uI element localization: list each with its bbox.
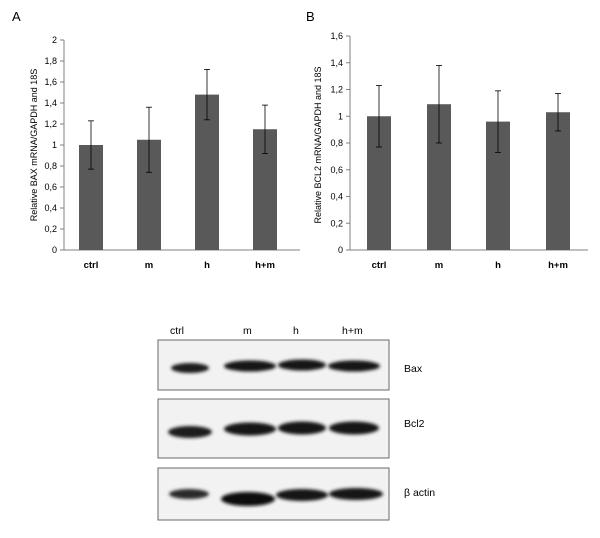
chart-b-y-label: Relative BCL2 mRNA/GAPDH and 18S — [313, 66, 323, 223]
chart-a-categories: ctrl m h h+m — [84, 260, 275, 271]
chart-b-bars — [367, 65, 570, 251]
wb-band — [276, 489, 328, 501]
chart-b: Relative BCL2 mRNA/GAPDH and 18S 0 0,2 0,4… — [313, 31, 588, 271]
chart-a: Relative BAX mRNA/GAPDH and 18S 00,20,40… — [29, 35, 300, 271]
wb-band — [224, 360, 276, 372]
x-category-label: m — [145, 260, 153, 271]
x-category-label: m — [435, 260, 443, 271]
x-category-label: h+m — [548, 260, 568, 271]
chart-a-ticks: 0 0,2 0,4 0,6 0,8 1 1,2 1,4 1,6 1,8 2 — [44, 35, 64, 255]
y-tick-label: 0 — [52, 245, 57, 255]
y-tick-label: 1 — [52, 140, 57, 150]
wb-bax-bands — [171, 359, 380, 373]
wb-actin-bands — [169, 488, 383, 506]
wb-band — [169, 489, 209, 499]
y-tick-label: 1,4 — [330, 58, 343, 68]
y-tick-label: 1,4 — [44, 98, 57, 108]
western-blot: ctrl m h h+m Bax Bcl2 β actin — [157, 325, 435, 521]
y-tick-label: 1 — [338, 111, 343, 121]
wb-lane-label: h — [293, 325, 299, 337]
chart-b-categories: ctrl m h h+m — [372, 260, 568, 271]
y-tick-label: 1,2 — [44, 119, 57, 129]
wb-band — [224, 422, 276, 436]
wb-lane-label: m — [243, 325, 252, 337]
x-category-label: h+m — [255, 260, 275, 271]
y-tick-label: 2 — [52, 35, 57, 45]
wb-band — [278, 359, 326, 371]
y-tick-label: 0,6 — [44, 182, 57, 192]
panel-letter-b: B — [306, 9, 315, 24]
wb-band — [168, 426, 212, 438]
y-tick-label: 0,4 — [44, 203, 57, 213]
y-tick-label: 0,8 — [44, 161, 57, 171]
y-tick-label: 1,8 — [44, 56, 57, 66]
wb-lane-label: h+m — [342, 325, 363, 337]
chart-a-bars — [79, 69, 277, 250]
x-category-label: h — [495, 260, 501, 271]
wb-band — [329, 421, 379, 435]
wb-lane-label: ctrl — [170, 325, 184, 337]
wb-band — [278, 421, 326, 435]
wb-band — [221, 492, 275, 506]
wb-row-label-bcl2: Bcl2 — [404, 418, 425, 430]
y-tick-label: 0,2 — [330, 218, 343, 228]
x-category-label: ctrl — [372, 260, 387, 271]
wb-row-label-bax: Bax — [404, 363, 423, 375]
wb-band — [329, 488, 383, 500]
chart-a-y-label: Relative BAX mRNA/GAPDH and 18S — [29, 69, 39, 222]
y-tick-label: 1,6 — [330, 31, 343, 41]
panel-letter-a: A — [12, 9, 21, 24]
x-category-label: h — [204, 260, 210, 271]
chart-b-ticks: 0 0,2 0,4 0,6 0,8 1 1,2 1,4 1,6 — [330, 31, 350, 255]
wb-band — [171, 363, 209, 373]
y-tick-label: 0,2 — [44, 224, 57, 234]
y-tick-label: 1,6 — [44, 77, 57, 87]
y-tick-label: 0,4 — [330, 192, 343, 202]
x-category-label: ctrl — [84, 260, 99, 271]
wb-band — [328, 360, 380, 372]
y-tick-label: 0,6 — [330, 165, 343, 175]
y-tick-label: 0,8 — [330, 138, 343, 148]
bar — [195, 94, 219, 250]
y-tick-label: 0 — [338, 245, 343, 255]
y-tick-label: 1,2 — [330, 85, 343, 95]
wb-bcl2-bands — [168, 421, 379, 438]
bar — [546, 112, 570, 250]
wb-row-label-actin: β actin — [404, 487, 435, 499]
